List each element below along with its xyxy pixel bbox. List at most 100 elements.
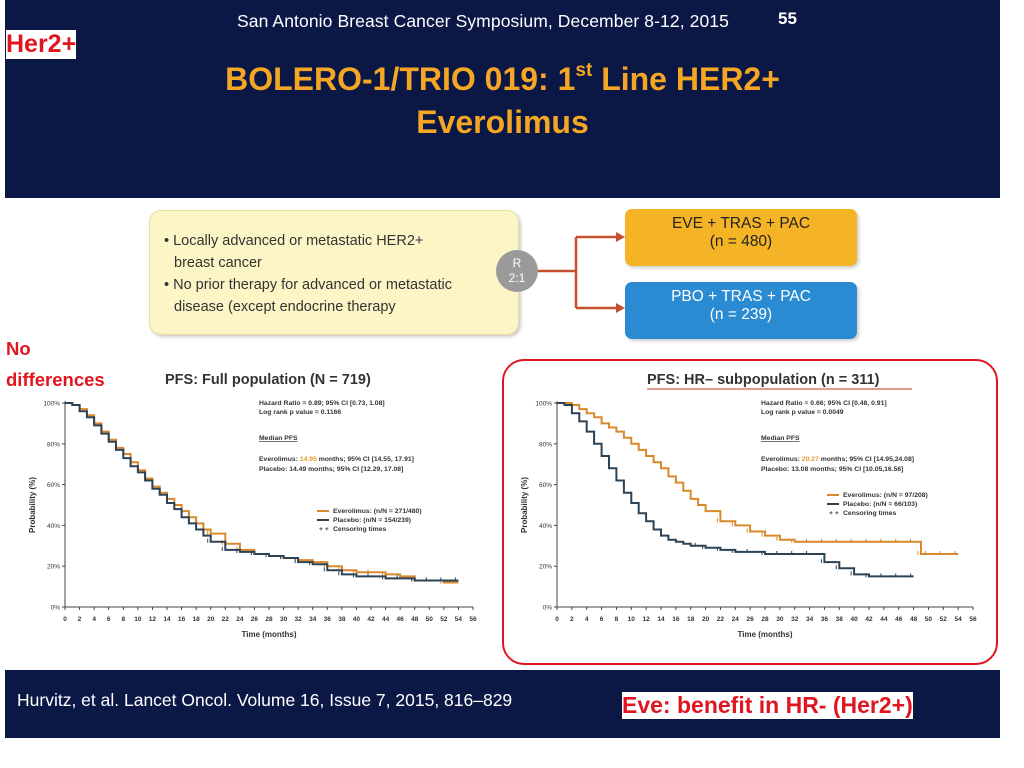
x-tick-label: 50 — [426, 616, 434, 623]
x-axis-label: Time (months) — [242, 630, 297, 639]
x-tick-label: 40 — [353, 616, 361, 623]
x-tick-label: 18 — [193, 616, 201, 623]
y-tick-label: 0% — [51, 605, 61, 612]
x-tick-label: 38 — [836, 616, 844, 623]
x-tick-label: 4 — [585, 616, 589, 623]
median-ci: months; 95% CI [12.29, 17.08] — [306, 466, 403, 473]
randomization-ratio: 2:1 — [508, 271, 526, 285]
x-tick-label: 26 — [251, 616, 259, 623]
x-tick-label: 12 — [149, 616, 157, 623]
eligibility-criteria-box: • Locally advanced or metastatic HER2+ b… — [149, 210, 519, 335]
x-tick-label: 36 — [821, 616, 829, 623]
arm-everolimus-box: EVE + TRAS + PAC (n = 480) — [625, 209, 857, 266]
y-tick-label: 80% — [539, 441, 552, 448]
chart-title: PFS: Full population (N = 719) — [165, 372, 371, 388]
median-line: Placebo: 14.49 months; 95% CI [12.29, 17… — [259, 466, 403, 473]
x-tick-label: 10 — [628, 616, 636, 623]
x-tick-label: 42 — [865, 616, 873, 623]
conference-line: San Antonio Breast Cancer Symposium, Dec… — [237, 11, 729, 31]
x-tick-label: 10 — [134, 616, 142, 623]
y-tick-label: 60% — [539, 482, 552, 489]
median-label: Everolimus: — [761, 456, 802, 463]
randomization-r: R — [512, 256, 522, 270]
x-tick-label: 8 — [121, 616, 125, 623]
citation: Hurvitz, et al. Lancet Oncol. Volume 16,… — [17, 690, 513, 710]
arm-n: (n = 480) — [709, 233, 773, 250]
annotation-differences: differences — [6, 369, 105, 390]
x-tick-label: 50 — [925, 616, 933, 623]
x-tick-label: 16 — [672, 616, 680, 623]
arm-n: (n = 239) — [709, 306, 773, 323]
x-tick-label: 52 — [940, 616, 948, 623]
legend-item: Censoring times — [333, 526, 386, 533]
x-tick-label: 40 — [851, 616, 859, 623]
randomization-circle: R 2:1 — [496, 250, 538, 292]
legend-censor-glyph: + + — [319, 526, 329, 533]
y-tick-label: 40% — [47, 523, 60, 530]
legend-item: Everolimus: (n/N = 97/208) — [843, 492, 928, 499]
x-tick-label: 28 — [761, 616, 769, 623]
y-tick-label: 100% — [43, 401, 60, 408]
stats-line: Log rank p value = 0.1166 — [259, 409, 341, 416]
x-tick-label: 14 — [657, 616, 665, 623]
annotation-no-differences: No differences — [6, 333, 105, 395]
median-label: Everolimus: — [259, 456, 300, 463]
median-value: 14.95 — [300, 456, 317, 463]
x-tick-label: 18 — [687, 616, 695, 623]
x-tick-label: 28 — [265, 616, 273, 623]
legend-item: Everolimus: (n/N = 271/480) — [333, 508, 422, 515]
x-tick-label: 0 — [555, 616, 559, 623]
median-header: Median PFS — [761, 435, 800, 442]
title-superscript: st — [575, 60, 593, 81]
legend-item: Censoring times — [843, 510, 896, 517]
x-tick-label: 24 — [236, 616, 244, 623]
median-value: 20.27 — [802, 456, 819, 463]
legend-item: Placebo: (n/N = 66/103) — [843, 501, 917, 508]
y-tick-label: 0% — [543, 605, 553, 612]
km-curve-placebo — [557, 402, 914, 578]
y-axis-label: Probability (%) — [28, 477, 37, 533]
x-tick-label: 34 — [309, 616, 317, 623]
x-tick-label: 38 — [338, 616, 346, 623]
x-tick-label: 32 — [791, 616, 799, 623]
x-tick-label: 24 — [732, 616, 740, 623]
slide-header: San Antonio Breast Cancer Symposium, Dec… — [5, 0, 1000, 198]
km-curve-everolimus — [65, 402, 459, 584]
x-tick-label: 48 — [910, 616, 918, 623]
x-tick-label: 46 — [895, 616, 903, 623]
x-tick-label: 46 — [397, 616, 405, 623]
criteria-line: breast cancer — [174, 255, 262, 271]
x-tick-label: 36 — [324, 616, 332, 623]
legend-item: Placebo: (n/N = 154/239) — [333, 517, 411, 524]
x-tick-label: 44 — [382, 616, 390, 623]
median-value: 13.08 — [791, 466, 808, 473]
x-axis-label: Time (months) — [738, 630, 793, 639]
x-tick-label: 48 — [411, 616, 419, 623]
y-tick-label: 40% — [539, 523, 552, 530]
x-tick-label: 6 — [107, 616, 111, 623]
arm-name: PBO + TRAS + PAC — [671, 288, 811, 305]
x-tick-label: 12 — [643, 616, 651, 623]
x-tick-label: 42 — [367, 616, 375, 623]
slide-title-line-1: BOLERO-1/TRIO 019: 1st Line HER2+ — [5, 60, 1000, 98]
stats-line: Hazard Ratio = 0.89; 95% CI [0.73, 1.08] — [259, 400, 385, 407]
x-tick-label: 30 — [280, 616, 288, 623]
km-chart-hr-negative: PFS: HR– subpopulation (n = 311) 0% 20% 40%… — [520, 372, 977, 639]
stats-line: Hazard Ratio = 0.66; 95% CI [0.48, 0.91] — [761, 400, 887, 407]
x-tick-label: 52 — [440, 616, 448, 623]
x-tick-label: 20 — [702, 616, 710, 623]
arm-placebo-box: PBO + TRAS + PAC (n = 239) — [625, 282, 857, 339]
y-tick-label: 20% — [47, 564, 60, 571]
x-tick-label: 44 — [880, 616, 888, 623]
x-tick-label: 6 — [600, 616, 604, 623]
slide-title-line-2: Everolimus — [416, 104, 589, 140]
y-tick-label: 60% — [47, 482, 60, 489]
x-tick-label: 0 — [63, 616, 67, 623]
x-tick-label: 54 — [455, 616, 463, 623]
criteria-line: • Locally advanced or metastatic HER2+ — [164, 233, 424, 249]
x-tick-label: 22 — [717, 616, 725, 623]
legend-censor-glyph: + + — [829, 510, 839, 517]
arm-name: EVE + TRAS + PAC — [671, 215, 811, 232]
x-tick-label: 26 — [747, 616, 755, 623]
slide-number: 55 — [778, 9, 797, 28]
